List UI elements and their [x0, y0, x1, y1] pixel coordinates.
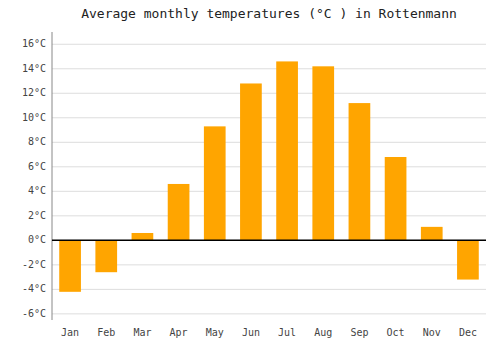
grid-line: [52, 313, 486, 314]
y-axis-line: [52, 32, 53, 320]
y-tick-label: 8°C: [28, 136, 46, 147]
x-tick-label: Mar: [133, 327, 151, 338]
chart: Average monthly temperatures (°C ) in Ro…: [0, 0, 500, 350]
bar: [59, 240, 81, 291]
x-tick-label: Aug: [314, 327, 332, 338]
grid-line: [52, 93, 486, 94]
y-tick-label: 4°C: [28, 185, 46, 196]
y-tick-label: 14°C: [22, 63, 46, 74]
bar: [276, 61, 298, 240]
x-tick-label: Apr: [170, 327, 188, 338]
grid-line: [52, 166, 486, 167]
x-tick-label: Dec: [459, 327, 477, 338]
y-tick-label: 0°C: [28, 234, 46, 245]
grid-line: [52, 44, 486, 45]
bars: [59, 61, 479, 291]
y-tick-label: 16°C: [22, 38, 46, 49]
y-tick-label: 10°C: [22, 112, 46, 123]
chart-container: Average monthly temperatures (°C ) in Ro…: [0, 0, 500, 350]
x-tick-label: Nov: [423, 327, 441, 338]
bar: [385, 157, 407, 240]
zero-line: [52, 240, 486, 242]
bar: [168, 184, 190, 240]
y-tick-label: -6°C: [22, 308, 46, 319]
grid-line: [52, 215, 486, 216]
grid: [52, 44, 486, 314]
x-tick-label: Jul: [278, 327, 296, 338]
grid-line: [52, 68, 486, 69]
x-tick-label: Feb: [97, 327, 115, 338]
x-tick-label: May: [206, 327, 224, 338]
bar: [312, 66, 334, 240]
title: Average monthly temperatures (°C ) in Ro…: [81, 6, 457, 21]
x-tick-label: Jun: [242, 327, 260, 338]
x-tick-label: Jan: [61, 327, 79, 338]
x-tick-label: Oct: [387, 327, 405, 338]
bar: [457, 240, 479, 279]
grid-line: [52, 191, 486, 192]
bar: [132, 233, 154, 240]
y-tick-label: 12°C: [22, 87, 46, 98]
bar: [349, 103, 371, 240]
y-tick-label: 2°C: [28, 210, 46, 221]
grid-line: [52, 142, 486, 143]
y-tick-label: 6°C: [28, 161, 46, 172]
grid-line: [52, 240, 486, 241]
y-tick-label: -2°C: [22, 259, 46, 270]
grid-line: [52, 117, 486, 118]
y-tick-label: -4°C: [22, 283, 46, 294]
grid-line: [52, 289, 486, 290]
bar: [95, 240, 117, 272]
bar: [204, 126, 226, 240]
x-tick-label: Sep: [350, 327, 368, 338]
bar: [421, 227, 443, 240]
bar: [240, 83, 262, 240]
